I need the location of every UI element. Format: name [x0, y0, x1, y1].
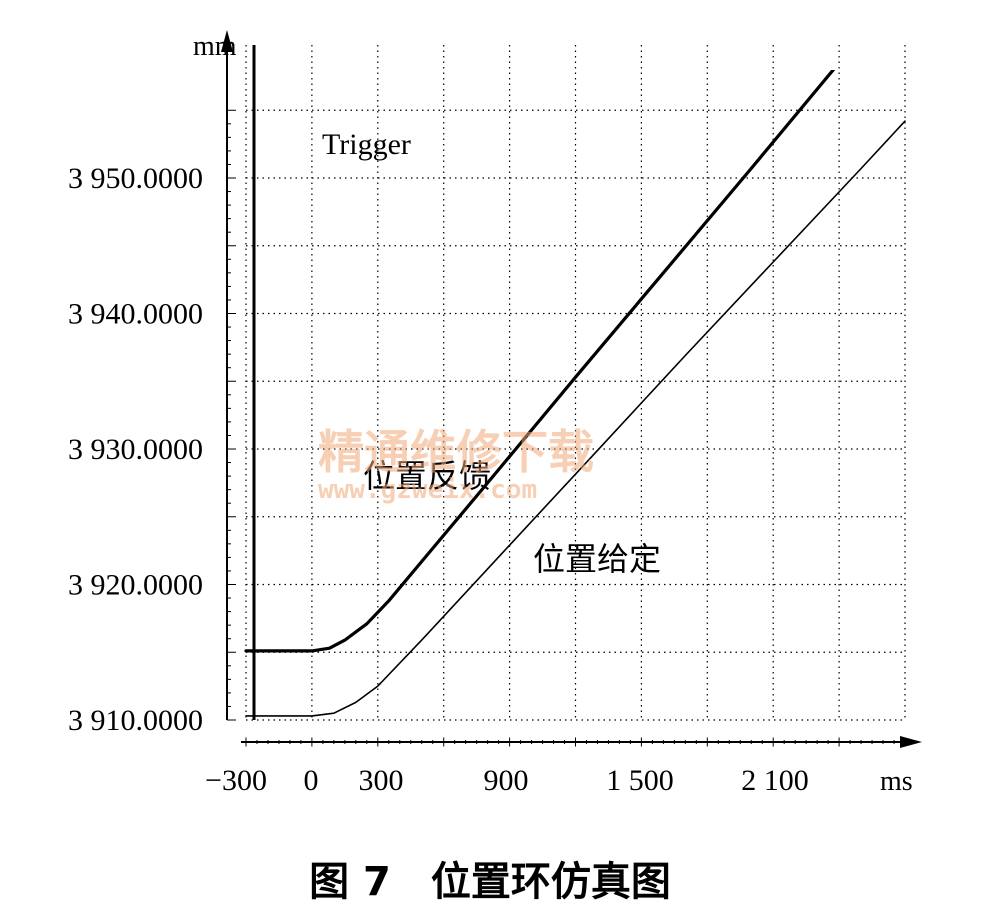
x-tick-label: 1 500 — [606, 764, 674, 797]
y-tick-label: 3 910.0000 — [68, 704, 203, 737]
y-tick-label: 3 930.0000 — [68, 433, 203, 466]
y-tick-label: 3 940.0000 — [68, 298, 203, 331]
x-tick-label: 0 — [304, 764, 319, 797]
x-tick-label: 300 — [359, 764, 404, 797]
x-tick-label: 2 100 — [741, 764, 809, 797]
y-axis-arrow — [221, 30, 233, 52]
watermark-title: 精通维修下载 — [318, 425, 594, 479]
axes — [221, 30, 922, 748]
watermark-url: www.gzweix.com — [318, 475, 537, 505]
x-tick-label: 900 — [484, 764, 529, 797]
setpoint-annotation: 位置给定 — [533, 540, 661, 578]
series-line-feedback — [244, 70, 836, 653]
grid — [245, 45, 906, 721]
y-unit-label: mm — [193, 31, 237, 62]
series-line-setpoint — [245, 120, 906, 717]
feedback-annotation: 位置反馈 — [363, 457, 491, 495]
x-tick-labels: −300 0 300 900 1 500 2 100 — [205, 764, 809, 797]
y-tick-label: 3 920.0000 — [68, 569, 203, 602]
series-lines — [244, 70, 906, 717]
figure-caption: 图 7 位置环仿真图 — [309, 859, 671, 905]
y-tick-label: 3 950.0000 — [68, 162, 203, 195]
x-tick-label: −300 — [205, 764, 267, 797]
x-unit-label: ms — [880, 766, 913, 797]
x-axis-arrow — [900, 736, 922, 748]
trigger-annotation: Trigger — [322, 128, 411, 161]
y-tick-labels: 3 910.0000 3 920.0000 3 930.0000 3 940.0000… — [68, 162, 203, 737]
